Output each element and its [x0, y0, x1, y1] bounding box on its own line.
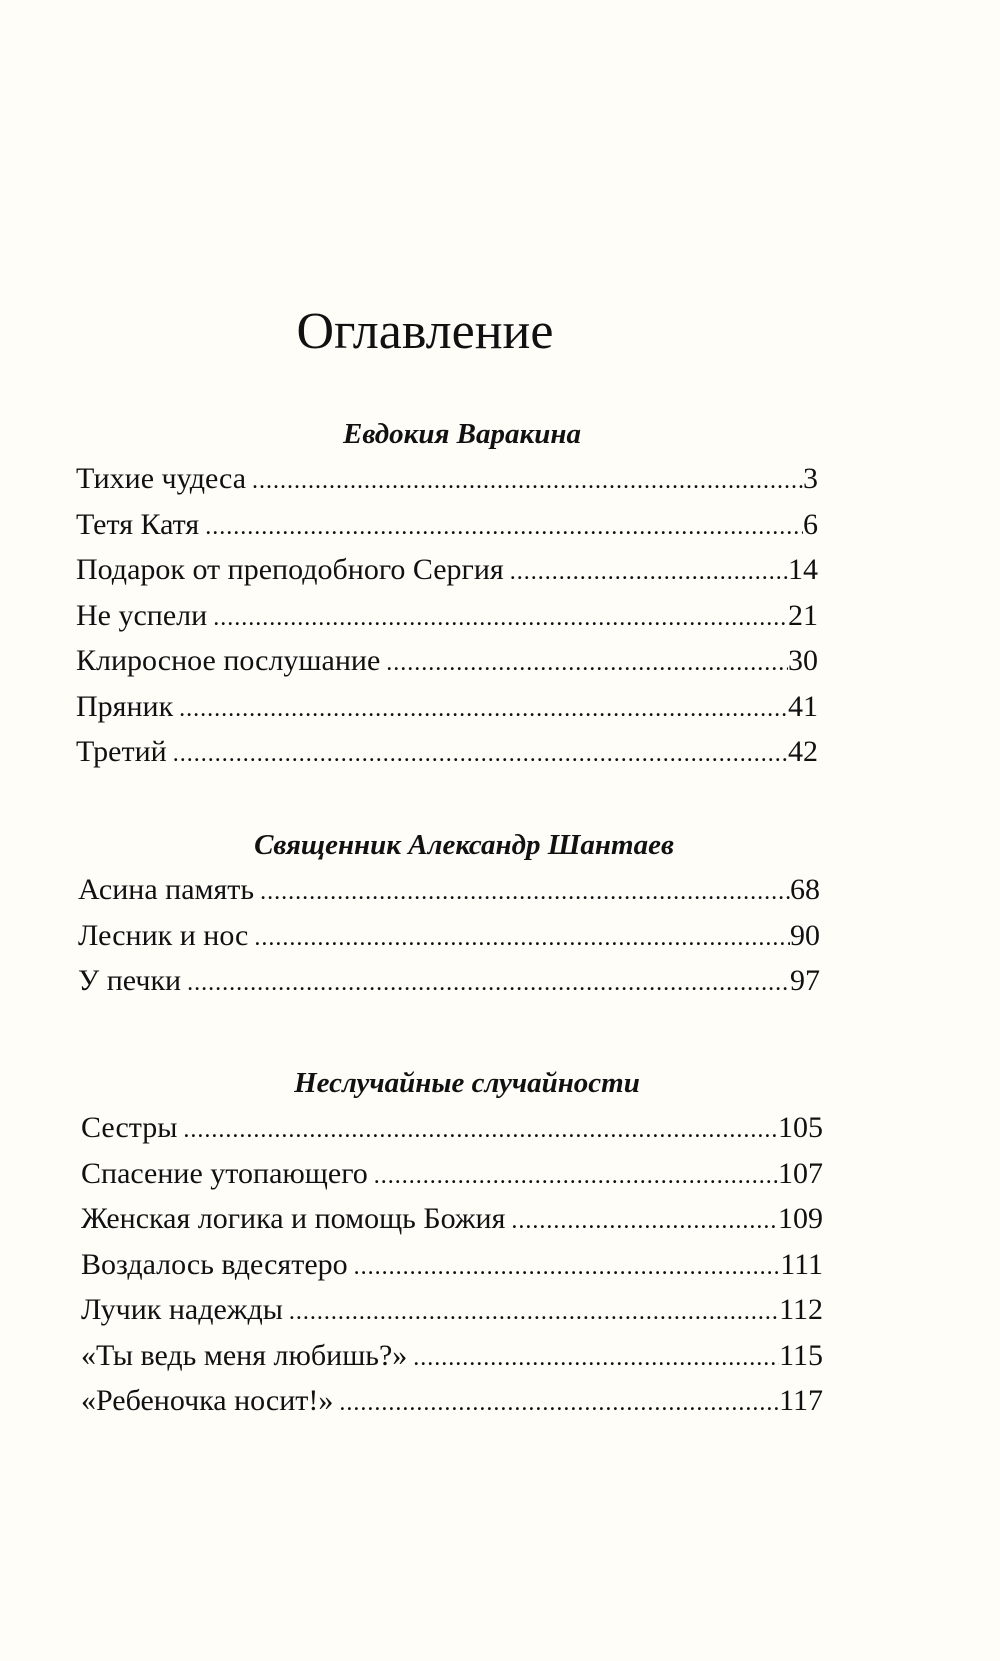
entry-title: Лесник и нос	[78, 918, 249, 952]
toc-entry: Пряник 41	[76, 684, 818, 730]
dot-leader	[252, 459, 803, 505]
dot-leader	[374, 1154, 778, 1200]
toc-entry: Тихие чудеса 3	[76, 456, 818, 502]
entry-title: Клиросное послушание	[76, 644, 381, 677]
dot-leader	[354, 1245, 781, 1291]
entry-page-number: 14	[788, 553, 818, 586]
dot-leader	[510, 550, 788, 596]
toc-entry: Подарок от преподобного Сергия 14	[76, 547, 818, 593]
toc-entry: У печки 97	[78, 958, 820, 1004]
entry-title: «Ребеночка носит!»	[81, 1384, 334, 1417]
dot-leader	[179, 687, 788, 733]
toc-entry: Тетя Катя 6	[76, 502, 818, 548]
entry-title: Воздалось вдесятеро	[81, 1247, 348, 1281]
toc-entry: Третий 42	[76, 729, 818, 775]
entry-title: Сестры	[81, 1111, 178, 1144]
entry-page-number: 3	[803, 462, 818, 495]
entry-title: Подарок от преподобного Сергия	[76, 553, 504, 586]
dot-leader	[413, 1336, 779, 1382]
entry-page-number: 115	[779, 1338, 823, 1372]
entry-title: Тетя Катя	[76, 507, 200, 541]
entry-title: У печки	[78, 964, 182, 997]
dot-leader	[173, 732, 788, 778]
toc-entry: Асина память 68	[78, 867, 820, 913]
toc-entry: Не успели 21	[76, 593, 818, 639]
dot-leader	[205, 505, 803, 551]
entry-page-number: 6	[803, 507, 818, 541]
entry-title: Тихие чудеса	[76, 462, 247, 495]
toc-entry: Клиросное послушание 30	[76, 638, 818, 684]
entry-page-number: 117	[779, 1384, 823, 1417]
entry-page-number: 68	[790, 873, 820, 906]
entry-page-number: 107	[778, 1156, 823, 1190]
toc-entry: Спасение утопающего 107	[81, 1151, 823, 1197]
entry-title: Пряник	[76, 689, 174, 723]
entry-page-number: 90	[790, 918, 820, 952]
dot-leader	[183, 1108, 778, 1154]
toc-entry: Женская логика и помощь Божия 109	[81, 1196, 823, 1242]
entry-page-number: 111	[780, 1247, 823, 1281]
toc-entry: Лесник и нос 90	[78, 913, 820, 959]
entry-page-number: 105	[778, 1111, 823, 1144]
page-title: Оглавление	[296, 303, 554, 360]
entry-page-number: 41	[788, 689, 818, 723]
dot-leader	[213, 596, 788, 642]
toc-section: Евдокия Варакина Тихие чудеса 3 Тетя Катя 6 П…	[76, 412, 818, 775]
dot-leader	[511, 1199, 778, 1245]
toc-entry: «Ты ведь меня любишь?» 115	[81, 1333, 823, 1379]
entry-page-number: 21	[788, 598, 818, 632]
dot-leader	[289, 1290, 779, 1336]
entry-page-number: 109	[778, 1202, 823, 1235]
dot-leader	[260, 870, 790, 916]
entry-title: Не успели	[76, 598, 208, 632]
dot-leader	[187, 961, 790, 1007]
entry-title: Женская логика и помощь Божия	[81, 1202, 506, 1235]
entry-page-number: 30	[788, 644, 818, 677]
entry-title: Спасение утопающего	[81, 1156, 368, 1190]
dot-leader	[339, 1381, 779, 1427]
dot-leader	[254, 916, 790, 962]
entry-title: «Ты ведь меня любишь?»	[81, 1338, 408, 1372]
entry-title: Третий	[76, 735, 167, 768]
toc-entry: Лучик надежды 112	[81, 1287, 823, 1333]
entry-page-number: 42	[788, 735, 818, 768]
toc-entry: Сестры 105	[81, 1105, 823, 1151]
section-heading: Неслучайные случайности	[294, 1067, 640, 1099]
entry-page-number: 97	[790, 964, 820, 997]
dot-leader	[386, 641, 788, 687]
toc-section: Священник Александр Шантаев Асина память 6…	[78, 823, 820, 1004]
entry-title: Лучик надежды	[81, 1293, 283, 1326]
section-heading: Священник Александр Шантаев	[254, 829, 674, 861]
toc-entry: «Ребеночка носит!» 117	[81, 1378, 823, 1424]
toc-section: Неслучайные случайности Сестры 105 Спасение…	[81, 1061, 823, 1424]
toc-entry: Воздалось вдесятеро 111	[81, 1242, 823, 1288]
entry-title: Асина память	[78, 873, 255, 906]
entry-page-number: 112	[779, 1293, 823, 1326]
section-heading: Евдокия Варакина	[343, 418, 581, 450]
